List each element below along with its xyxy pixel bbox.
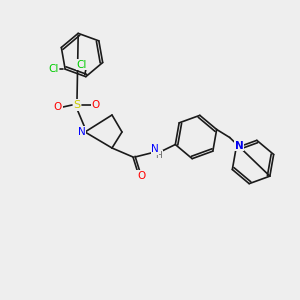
Text: S: S xyxy=(74,100,81,110)
Text: N: N xyxy=(151,144,159,154)
Text: O: O xyxy=(92,100,100,110)
Text: O: O xyxy=(137,171,145,181)
Text: H: H xyxy=(156,151,162,160)
Text: N: N xyxy=(235,141,244,151)
Text: N: N xyxy=(78,127,86,137)
Text: O: O xyxy=(54,102,62,112)
Text: Cl: Cl xyxy=(48,64,58,74)
Text: Cl: Cl xyxy=(76,60,87,70)
